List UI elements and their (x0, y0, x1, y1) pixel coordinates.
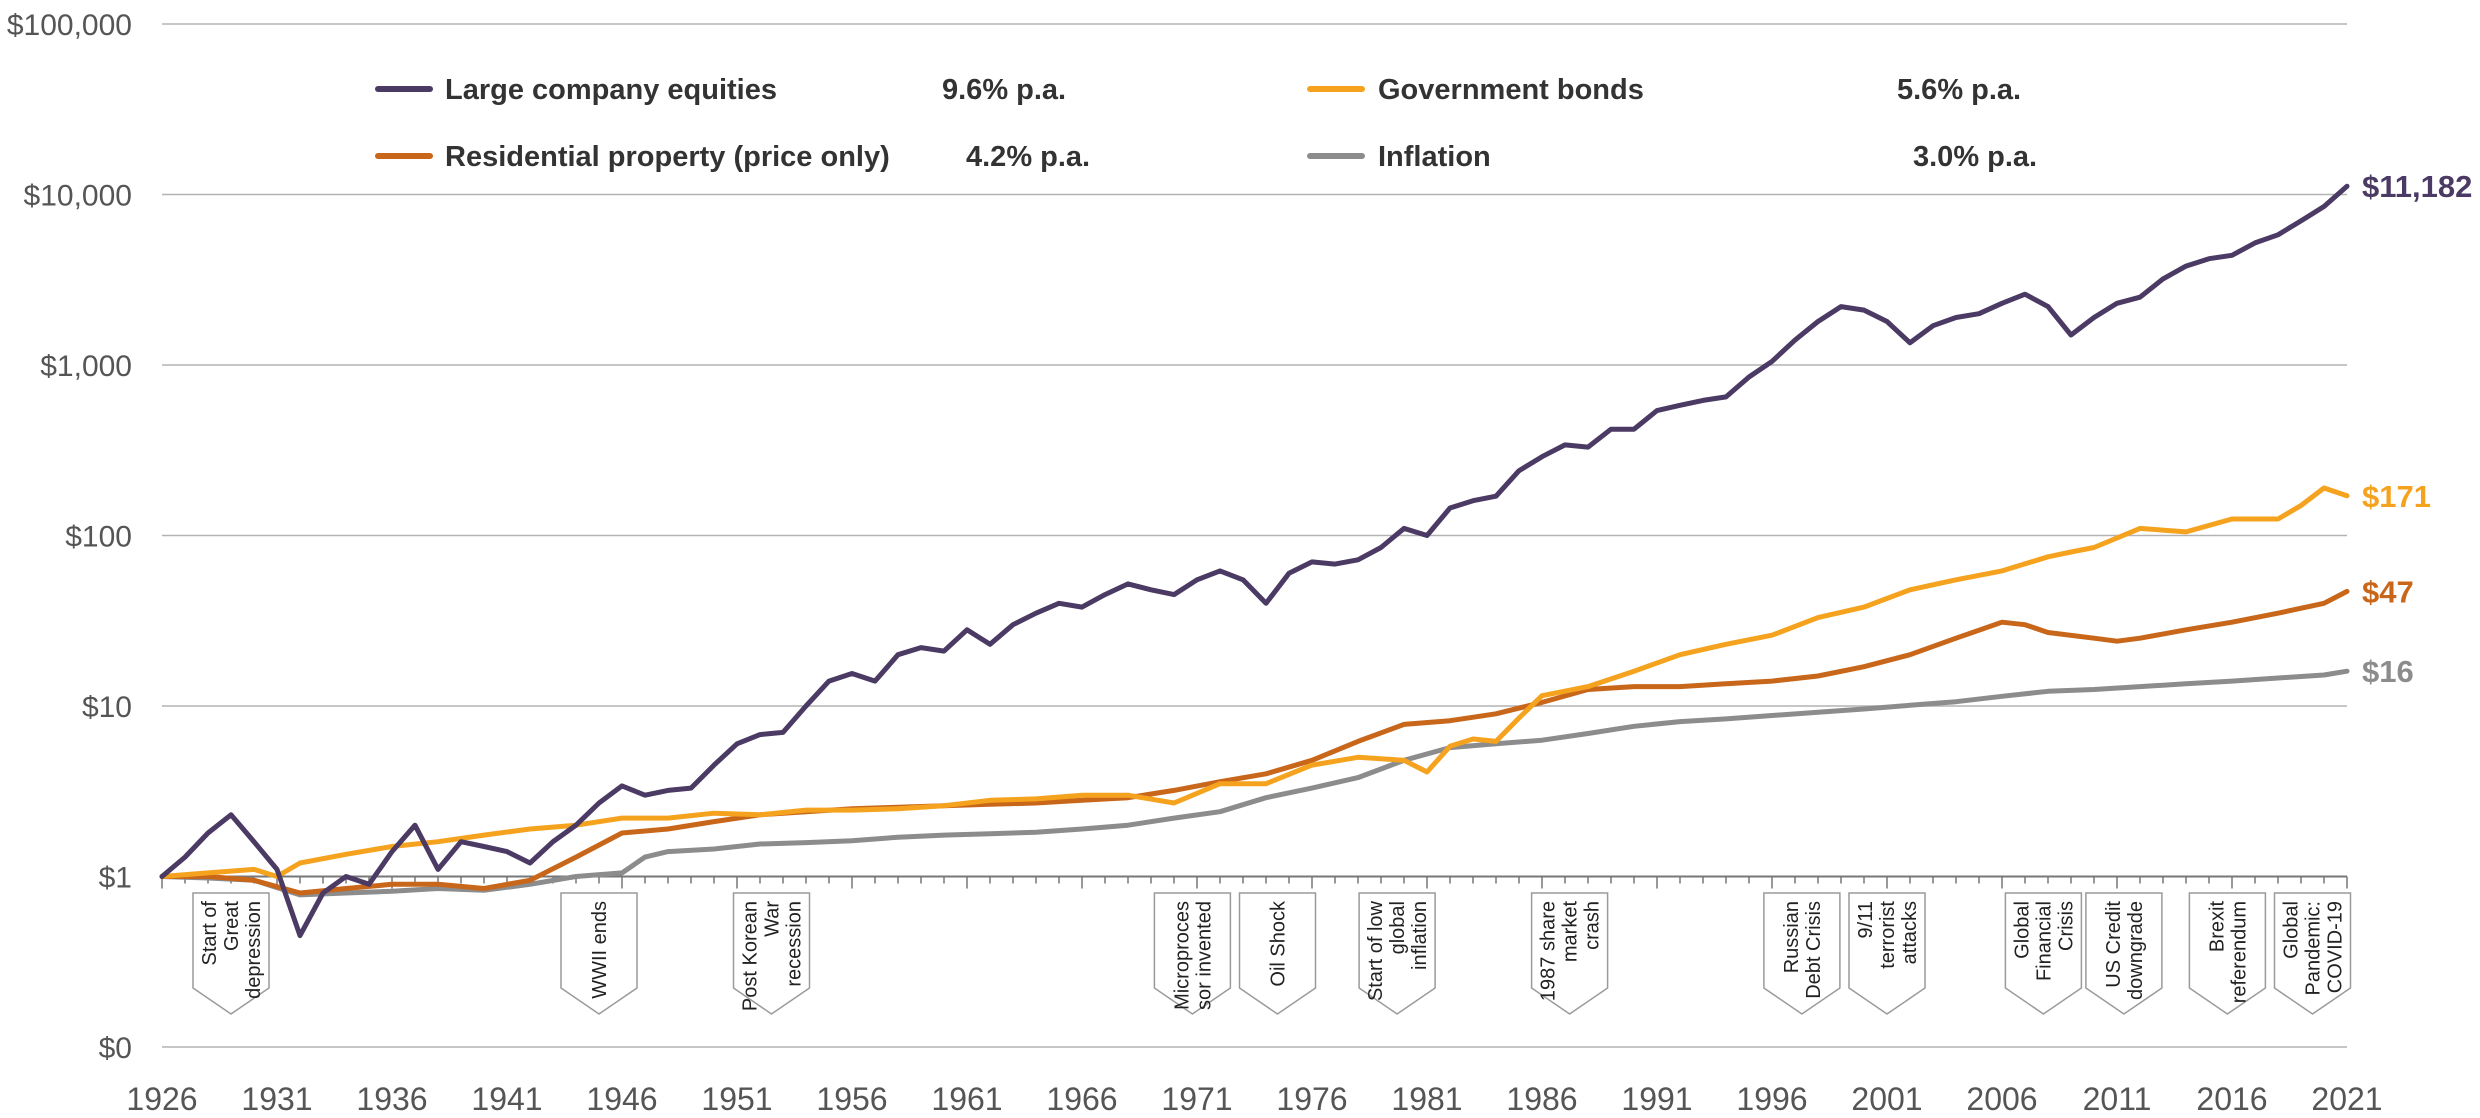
x-tick-label: 1936 (356, 1081, 427, 1117)
event-callout-box (2085, 892, 2163, 1015)
legend-item: Government bonds 5.6% p.a. (1307, 74, 2021, 106)
legend-rate: 5.6% p.a. (1897, 74, 2021, 106)
legend-rate: 9.6% p.a. (942, 74, 1066, 106)
y-tick-label: $10 (82, 691, 132, 724)
legend-item: Residential property (price only) 4.2% p.… (375, 141, 1090, 173)
x-tick-label: 1931 (241, 1081, 312, 1117)
event-callout-box (560, 892, 638, 1015)
series-line-government-bonds (159, 485, 2350, 879)
legend-series-name: Large company equities (445, 74, 777, 106)
event-marker: 1987 sharemarketcrash (1530, 892, 1609, 1015)
legend-rate: 3.0% p.a. (1913, 141, 2037, 173)
x-tick-label: 2011 (2083, 1081, 2152, 1117)
x-tick-label: 1946 (586, 1081, 657, 1117)
event-callout-box (1530, 892, 1609, 1015)
legend-item: Inflation 3.0% p.a. (1307, 141, 2037, 173)
event-markers: Start ofGreatdepression WWII ends Post Kor… (192, 892, 2352, 1015)
legend-rate: 4.2% p.a. (966, 141, 1090, 173)
x-tick-label: 1981 (1391, 1081, 1462, 1117)
event-label: Start of lowglobalinflation (1365, 900, 1431, 1001)
event-marker: RussianDebt Crisis (1763, 892, 1841, 1015)
event-marker: Start of lowglobalinflation (1358, 892, 1436, 1015)
event-label: GlobalFinancialCrisis (2011, 901, 2077, 981)
event-label: 1987 sharemarketcrash (1538, 901, 1604, 1002)
x-tick-label: 2021 (2311, 1081, 2382, 1117)
event-marker: GlobalFinancialCrisis (2004, 892, 2083, 1015)
event-label: GlobalPandemic:COVID-19 (2281, 901, 2347, 996)
event-marker: 9/11terroristattacks (1848, 892, 1926, 1015)
legend-series-name: Inflation (1378, 141, 1491, 173)
x-tick-label: 1996 (1736, 1081, 1807, 1117)
event-label: Oil Shock (1268, 900, 1290, 987)
legend: Large company equities 9.6% p.a. Governmen… (375, 74, 2037, 173)
x-axis: 1926 1931 1936 1941 1946 1951 1956 1961 1966 1971… (126, 875, 2383, 1117)
y-axis-ticks: $0 $1 $10 $100 $1,000 $10,000 $100,000 (7, 9, 132, 1065)
y-tick-label: $0 (99, 1032, 132, 1065)
event-marker: Brexitreferendum (2188, 892, 2267, 1015)
end-value-label: $171 (2362, 479, 2431, 514)
event-marker: Oil Shock (1238, 892, 1317, 1015)
event-label: 9/11terroristattacks (1855, 901, 1921, 969)
series-line-inflation (159, 668, 2350, 898)
x-tick-label: 1926 (126, 1081, 197, 1117)
event-callout-box (732, 892, 811, 1015)
legend-series-name: Government bonds (1378, 74, 1644, 106)
x-tick-label: 1986 (1506, 1081, 1577, 1117)
event-marker: US Creditdowngrade (2085, 892, 2163, 1015)
series-lines (159, 183, 2350, 939)
x-tick-label: 2016 (2196, 1081, 2267, 1117)
series-line-large-company-equities (159, 183, 2350, 939)
event-marker: GlobalPandemic:COVID-19 (2273, 892, 2352, 1015)
event-callout-box (1763, 892, 1841, 1015)
end-value-label: $47 (2362, 574, 2414, 609)
event-label: US Creditdowngrade (2103, 901, 2147, 1000)
x-tick-label: 1941 (471, 1081, 542, 1117)
x-tick-label: 1971 (1161, 1081, 1232, 1117)
event-marker: Microprocessor invented (1153, 892, 1232, 1015)
x-tick-label: 2001 (1851, 1081, 1922, 1117)
x-tick-label: 1961 (931, 1081, 1002, 1117)
x-tick-label: 1966 (1046, 1081, 1117, 1117)
x-tick-label: 1976 (1276, 1081, 1347, 1117)
series-line-residential-property-price-only (159, 588, 2350, 896)
event-label: Brexitreferendum (2206, 901, 2250, 1004)
event-label: Post KoreanWarrecession (740, 901, 806, 1011)
event-label: WWII ends (589, 901, 611, 999)
y-tick-label: $100 (65, 521, 132, 554)
y-tick-label: $1,000 (40, 350, 132, 383)
event-callout-box (2004, 892, 2083, 1015)
event-callout-box (1358, 892, 1436, 1015)
event-callout-box (192, 892, 270, 1015)
event-label: Microprocessor invented (1171, 901, 1215, 1010)
event-callout-box (1238, 892, 1317, 1015)
end-labels: $11,182 $171 $47 $16 (2362, 169, 2472, 689)
end-value-label: $16 (2362, 654, 2414, 689)
event-callout-box (2188, 892, 2267, 1015)
event-callout-box (1153, 892, 1232, 1015)
legend-series-name: Residential property (price only) (445, 141, 890, 173)
event-marker: Start ofGreatdepression (192, 892, 270, 1015)
x-tick-label: 2006 (1966, 1081, 2037, 1117)
event-label: RussianDebt Crisis (1781, 901, 1825, 999)
event-marker: Post KoreanWarrecession (732, 892, 811, 1015)
event-label: Start ofGreatdepression (199, 901, 265, 999)
y-tick-label: $100,000 (7, 9, 132, 42)
x-tick-label: 1991 (1621, 1081, 1692, 1117)
y-tick-label: $10,000 (24, 180, 132, 213)
end-value-label: $11,182 (2362, 169, 2472, 204)
x-tick-label: 1956 (816, 1081, 887, 1117)
y-tick-label: $1 (99, 862, 132, 895)
event-callout-box (2273, 892, 2352, 1015)
x-tick-label: 1951 (701, 1081, 772, 1117)
event-callout-box (1848, 892, 1926, 1015)
event-marker: WWII ends (560, 892, 638, 1015)
legend-item: Large company equities 9.6% p.a. (375, 74, 1066, 106)
